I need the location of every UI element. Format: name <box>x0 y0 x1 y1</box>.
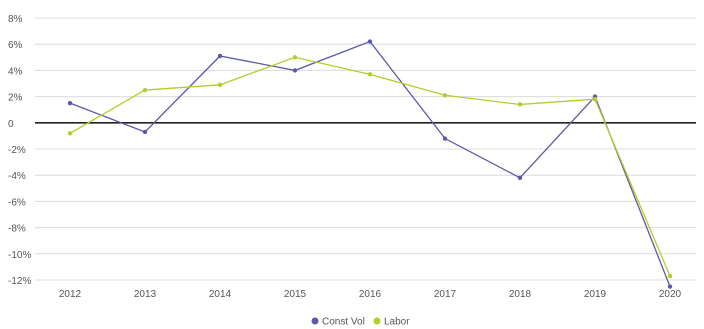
y-tick-label: -6% <box>8 197 26 208</box>
data-point <box>517 175 523 181</box>
data-point <box>142 87 148 93</box>
data-point <box>592 97 598 102</box>
data-point <box>292 68 298 73</box>
x-tick-label: 2014 <box>209 289 232 300</box>
x-tick-label: 2012 <box>59 289 82 300</box>
data-point <box>217 53 223 59</box>
y-tick-label: -10% <box>8 250 31 261</box>
data-point <box>667 284 673 289</box>
data-point <box>367 72 373 77</box>
data-point <box>667 273 673 279</box>
x-tick-label: 2019 <box>584 289 607 300</box>
data-point <box>292 55 298 60</box>
y-tick-label: -4% <box>8 171 26 182</box>
x-tick-label: 2015 <box>284 289 307 300</box>
x-tick-label: 2020 <box>659 289 682 300</box>
series-group <box>67 39 673 289</box>
series-line-1 <box>69 56 671 277</box>
x-tick-label: 2016 <box>359 289 382 300</box>
x-tick-label: 2018 <box>509 289 532 300</box>
x-axis-ticks: 2012 2013 2014 2015 2016 2017 2018 2019 2020 <box>59 289 682 300</box>
data-point <box>67 100 73 106</box>
data-point <box>217 82 223 88</box>
x-tick-label: 2017 <box>434 289 457 300</box>
x-tick-label: 2013 <box>134 289 157 300</box>
y-tick-label: 8% <box>8 14 23 25</box>
series-line-0 <box>69 40 671 287</box>
data-point <box>442 136 448 141</box>
legend-marker <box>373 317 381 325</box>
data-point <box>442 93 448 98</box>
y-tick-label: -12% <box>8 276 31 287</box>
data-point <box>67 131 73 136</box>
legend-marker <box>311 317 319 325</box>
legend-label: Labor <box>384 317 410 328</box>
legend-label: Const Vol <box>322 317 365 328</box>
y-axis-ticks: -12% -10% -8% -6% -4% -2% 0 2% 4% 6% 8% <box>8 14 31 287</box>
y-tick-label: -2% <box>8 145 26 156</box>
y-tick-label: 2% <box>8 93 23 104</box>
data-point <box>142 129 148 135</box>
y-tick-label: -8% <box>8 224 26 235</box>
y-tick-label: 6% <box>8 40 23 51</box>
y-tick-label: 4% <box>8 66 23 77</box>
gridlines <box>35 17 696 281</box>
data-point <box>367 39 373 44</box>
legend: Const Vol Labor <box>311 317 410 328</box>
data-point <box>517 102 523 107</box>
y-tick-label: 0 <box>8 119 14 130</box>
